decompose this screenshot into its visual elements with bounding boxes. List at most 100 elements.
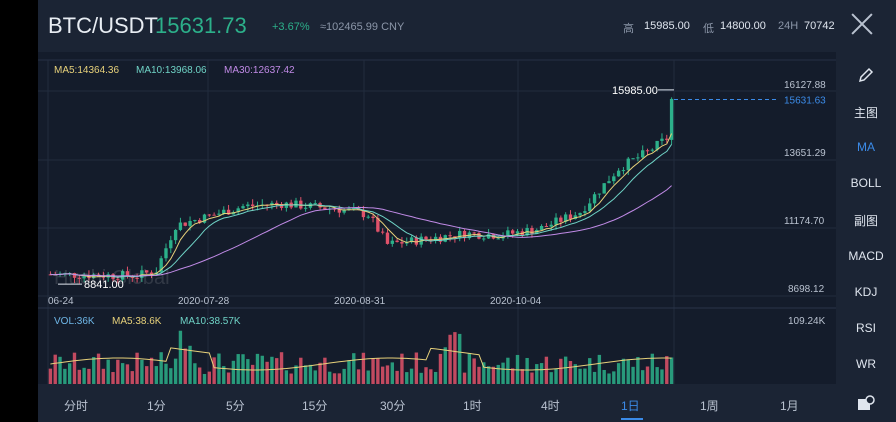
volume-bar <box>592 371 597 384</box>
candle-body <box>597 193 602 195</box>
candle-body <box>159 258 163 273</box>
volume-bar <box>602 369 606 384</box>
volume-bar <box>535 364 539 384</box>
volume-bar <box>636 357 640 384</box>
candle-body <box>636 157 640 159</box>
candle-body <box>559 217 563 222</box>
indicator-panel: 主图 MA BOLL 副图 MACD KDJ RSI WR <box>836 52 896 422</box>
volume-bar <box>342 368 346 384</box>
volume-bar <box>631 366 635 384</box>
max-volume-label: 109.24K <box>788 316 826 327</box>
volume-bar <box>270 356 274 384</box>
period-tab[interactable]: 1分 <box>147 399 166 413</box>
volume-bar <box>510 368 515 384</box>
candle-body <box>212 214 216 216</box>
volume-bar <box>236 354 240 384</box>
volume-bar <box>217 353 221 384</box>
candle-body <box>602 183 606 194</box>
volume-bar <box>250 364 255 384</box>
period-tab[interactable]: 1时 <box>463 399 482 413</box>
volume-bar <box>140 359 144 384</box>
volume-bar <box>356 369 361 384</box>
y-tick-label: 11174.70 <box>784 216 825 227</box>
pair-name[interactable]: BTC/USDT <box>48 13 158 38</box>
header: BTC/USDT 15631.73 +3.67% ≈102465.99 CNY … <box>38 0 896 52</box>
candle-body <box>414 237 419 245</box>
volume-bar <box>438 353 443 384</box>
volume-bar <box>669 357 674 384</box>
candle-body <box>352 208 356 210</box>
volume-bar <box>48 368 53 384</box>
volume-bar <box>583 368 587 384</box>
volume-bar <box>462 372 467 384</box>
boll-indicator-button[interactable]: BOLL <box>850 176 882 190</box>
volume-bar <box>308 364 313 384</box>
period-tab[interactable]: 5分 <box>226 399 245 413</box>
volume-bar <box>279 352 284 384</box>
volume-bar <box>400 353 404 384</box>
volume-bar <box>284 370 289 384</box>
volume-bar <box>578 368 582 384</box>
volume-bar <box>289 373 293 384</box>
candle-body <box>380 231 385 233</box>
rsi-indicator-button[interactable]: RSI <box>855 321 876 335</box>
period-tab[interactable]: 1周 <box>700 399 719 413</box>
volume-bar <box>154 366 159 384</box>
volume-bar <box>332 373 337 384</box>
candle-body <box>145 270 149 273</box>
volume-bar <box>159 352 163 384</box>
macd-indicator-button[interactable]: MACD <box>848 249 884 263</box>
vol24-label: 24H <box>778 20 799 32</box>
chart-area[interactable]: 15631.63 15985.00 8841.00 Huobi Global MA5:… <box>38 52 836 384</box>
period-tab[interactable]: 15分 <box>302 399 328 413</box>
candle-body <box>164 248 168 259</box>
ma-indicator-button[interactable]: MA <box>857 140 875 154</box>
volume-bar <box>568 361 573 384</box>
volume-bar <box>222 366 226 384</box>
period-tab[interactable]: 4时 <box>541 399 560 413</box>
volume-bar <box>294 365 298 384</box>
volume-bar <box>135 352 139 384</box>
volume-bar <box>554 368 558 384</box>
volume-bar <box>92 356 96 384</box>
candle-body <box>241 206 245 209</box>
candle-body <box>313 203 317 205</box>
candle-body <box>217 213 221 215</box>
candle-body <box>482 238 486 240</box>
y-tick-label: 13651.29 <box>784 148 826 159</box>
draw-tool-icon[interactable] <box>836 66 896 87</box>
period-tab[interactable]: 分时 <box>64 399 89 413</box>
wr-indicator-button[interactable]: WR <box>856 357 876 371</box>
volume-bar <box>202 373 207 384</box>
candle-body <box>433 236 438 241</box>
volume-bar <box>621 358 626 384</box>
vol-legend: VOL:36K <box>54 316 95 327</box>
volume-bar <box>193 363 197 384</box>
low-label: 低 <box>703 23 714 35</box>
volume-bar <box>67 363 72 384</box>
candle-body <box>361 209 366 218</box>
period-tab-active[interactable]: 1日 <box>621 399 640 413</box>
candle-body <box>496 238 500 240</box>
volume-bar <box>626 359 630 384</box>
volume-bar <box>178 330 183 384</box>
candle-body <box>544 225 549 227</box>
candle-body <box>303 207 308 209</box>
volume-bar <box>390 362 394 384</box>
period-tab[interactable]: 30分 <box>380 399 406 413</box>
volume-bar <box>486 366 491 384</box>
volume-bar <box>655 367 659 384</box>
left-edge <box>0 0 38 422</box>
close-icon[interactable] <box>850 12 874 36</box>
volume-bar <box>323 357 327 384</box>
settings-icon[interactable] <box>836 394 896 415</box>
period-tab[interactable]: 1月 <box>780 399 799 413</box>
volume-bar <box>612 371 616 384</box>
candle-body <box>342 209 346 213</box>
volume-bar <box>405 372 409 384</box>
candle-body <box>337 209 342 213</box>
candle-body <box>660 138 664 141</box>
x-tick-label: 2020-07-28 <box>178 296 230 307</box>
kdj-indicator-button[interactable]: KDJ <box>854 285 878 299</box>
